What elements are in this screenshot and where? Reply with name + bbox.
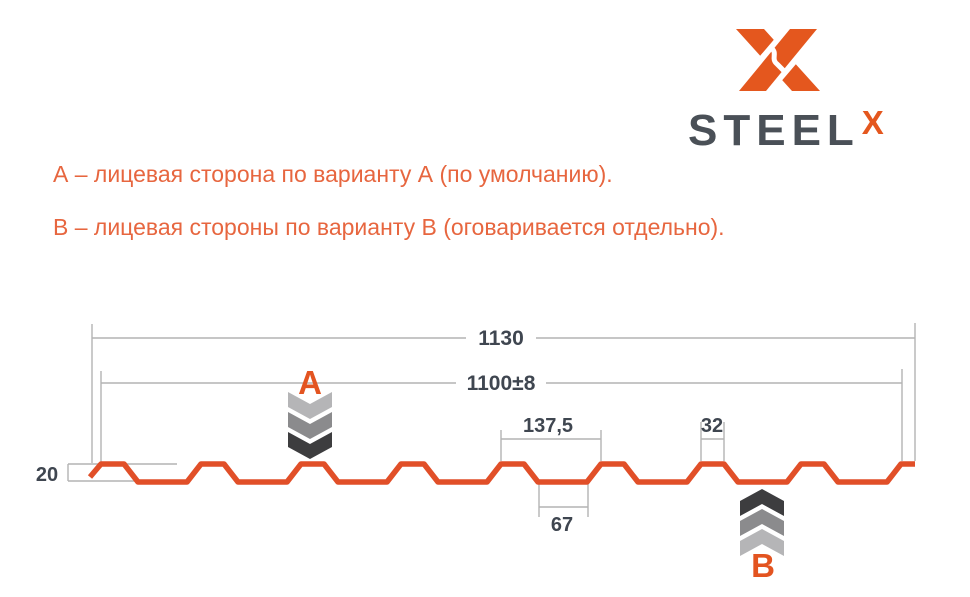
chevron-a-mid bbox=[288, 412, 332, 439]
extension-lines bbox=[91, 323, 916, 463]
dim-1130-label: 1130 bbox=[478, 327, 524, 350]
chevron-a-dark bbox=[288, 432, 332, 459]
profile-outline bbox=[87, 461, 915, 485]
logo-wordmark-x: X bbox=[861, 104, 884, 141]
note-variant-a: А – лицевая сторона по варианту А (по ум… bbox=[53, 161, 613, 187]
steelx-logo-icon bbox=[733, 29, 823, 91]
logo-wordmark: STEEL bbox=[688, 106, 860, 155]
note-variant-b: В – лицевая стороны по варианту В (огова… bbox=[53, 214, 725, 240]
chevron-b-mid bbox=[740, 509, 784, 536]
chevron-b-dark bbox=[740, 489, 784, 516]
dim-1100-label: 1100±8 bbox=[467, 372, 536, 395]
marker-b-label: B bbox=[751, 547, 775, 584]
chevron-a-light bbox=[288, 392, 332, 419]
logo-wordmark-row: STEELX bbox=[688, 104, 884, 156]
dim-67: 67 bbox=[538, 484, 589, 536]
dim-32: 32 bbox=[700, 415, 725, 461]
dim-1100: 1100±8 bbox=[101, 372, 902, 395]
logo-slash-bar bbox=[739, 29, 817, 91]
dim-67-label: 67 bbox=[551, 514, 573, 536]
dim-20-label: 20 bbox=[36, 464, 58, 486]
logo-interlock-cut bbox=[768, 44, 789, 76]
dim-137-5-label: 137,5 bbox=[523, 415, 573, 437]
dim-137-5: 137,5 bbox=[500, 415, 602, 461]
marker-side-a: A bbox=[288, 364, 332, 459]
chevron-b-light bbox=[740, 529, 784, 556]
dim-1130: 1130 bbox=[92, 327, 915, 350]
marker-side-b: B bbox=[740, 489, 784, 584]
marker-a-label: A bbox=[298, 364, 322, 401]
logo: STEELX bbox=[686, 28, 926, 155]
dim-32-label: 32 bbox=[701, 415, 723, 437]
